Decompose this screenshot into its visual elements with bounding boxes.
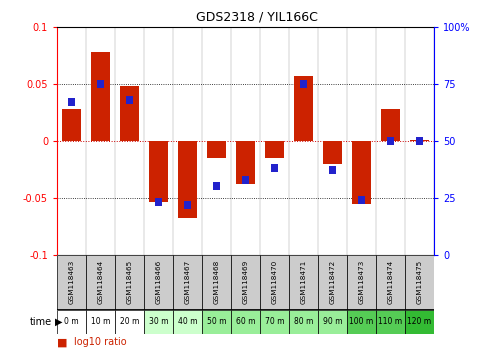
Bar (178, 141, 197, 218)
Bar (352, 141, 371, 204)
Bar (115, 310, 144, 334)
Bar (115, 255, 144, 310)
Bar (120, 86, 139, 141)
Bar (294, 76, 313, 141)
Text: log10 ratio: log10 ratio (74, 337, 127, 347)
Text: ▶: ▶ (55, 317, 62, 327)
Bar (289, 310, 318, 334)
Bar (265, 141, 284, 158)
Text: GSM118473: GSM118473 (359, 260, 365, 304)
Bar (318, 310, 347, 334)
Bar (144, 310, 173, 334)
Text: time: time (30, 317, 52, 327)
Text: 90 m: 90 m (323, 317, 342, 326)
Bar (202, 255, 231, 310)
Text: 0 m: 0 m (64, 317, 79, 326)
Text: 50 m: 50 m (207, 317, 226, 326)
Text: 10 m: 10 m (91, 317, 110, 326)
Bar (173, 310, 202, 334)
Bar (416, 137, 423, 145)
Bar (347, 255, 376, 310)
Bar (376, 255, 405, 310)
Bar (62, 109, 81, 141)
Bar (91, 52, 110, 141)
Text: GSM118463: GSM118463 (68, 260, 74, 304)
Text: 120 m: 120 m (407, 317, 432, 326)
Bar (300, 80, 307, 88)
Text: GSM118468: GSM118468 (213, 260, 220, 304)
Bar (231, 255, 260, 310)
Bar (260, 255, 289, 310)
Bar (329, 166, 336, 175)
Bar (207, 141, 226, 158)
Bar (405, 310, 434, 334)
Text: 40 m: 40 m (178, 317, 197, 326)
Bar (126, 96, 133, 104)
Text: 30 m: 30 m (149, 317, 168, 326)
Bar (202, 310, 231, 334)
Bar (260, 310, 289, 334)
Bar (289, 255, 318, 310)
Text: 60 m: 60 m (236, 317, 255, 326)
Bar (155, 198, 162, 206)
Bar (184, 201, 191, 209)
Text: GDS2318 / YIL166C: GDS2318 / YIL166C (196, 10, 318, 23)
Text: GSM118464: GSM118464 (98, 260, 104, 304)
Text: 20 m: 20 m (120, 317, 139, 326)
Bar (318, 255, 347, 310)
Bar (376, 310, 405, 334)
Text: GSM118466: GSM118466 (156, 260, 162, 304)
Bar (57, 310, 86, 334)
Bar (97, 80, 104, 88)
Bar (358, 196, 365, 204)
Bar (271, 164, 278, 172)
Text: GSM118465: GSM118465 (126, 260, 132, 304)
Text: GSM118475: GSM118475 (417, 260, 423, 304)
Text: 100 m: 100 m (349, 317, 373, 326)
Bar (86, 310, 115, 334)
Bar (347, 310, 376, 334)
Text: GSM118467: GSM118467 (185, 260, 190, 304)
Bar (68, 98, 75, 106)
Text: 110 m: 110 m (378, 317, 403, 326)
Text: GSM118471: GSM118471 (301, 260, 307, 304)
Text: GSM118469: GSM118469 (243, 260, 248, 304)
Bar (323, 141, 342, 164)
Bar (405, 255, 434, 310)
Bar (387, 137, 394, 145)
Bar (57, 255, 86, 310)
Text: 70 m: 70 m (265, 317, 284, 326)
Bar (86, 255, 115, 310)
Text: GSM118472: GSM118472 (329, 260, 335, 304)
Bar (144, 255, 173, 310)
Bar (231, 310, 260, 334)
Bar (410, 139, 429, 141)
Bar (381, 109, 400, 141)
Text: GSM118470: GSM118470 (271, 260, 278, 304)
Bar (236, 141, 255, 184)
Bar (149, 141, 168, 202)
Bar (213, 182, 220, 190)
Text: GSM118474: GSM118474 (387, 260, 393, 304)
Bar (173, 255, 202, 310)
Bar (242, 176, 249, 183)
Text: ■: ■ (57, 337, 67, 347)
Text: 80 m: 80 m (294, 317, 313, 326)
